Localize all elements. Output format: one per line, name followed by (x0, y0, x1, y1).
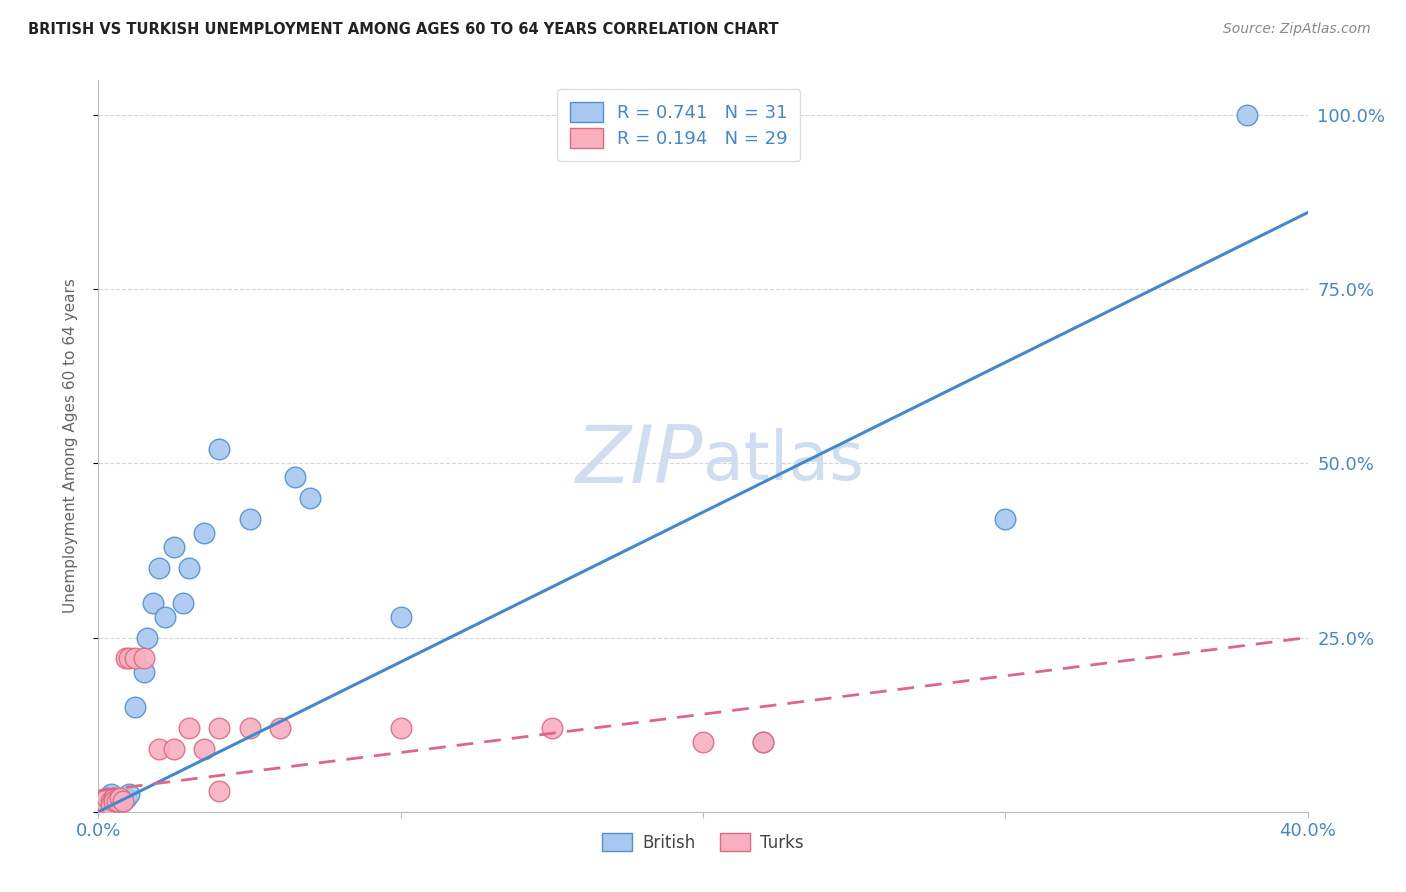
Point (105, 794, 128, 808)
Point (193, 526, 215, 541)
Point (163, 540, 186, 554)
Point (239, 512, 262, 526)
Legend: British, Turks: British, Turks (595, 826, 811, 858)
Point (389, 609, 412, 624)
Point (114, 790, 136, 805)
Point (96, 797, 118, 812)
Text: ZIP: ZIP (575, 422, 703, 500)
Point (118, 651, 141, 665)
Point (299, 491, 322, 506)
Point (284, 470, 307, 484)
Point (96, 790, 118, 805)
Point (96, 790, 118, 805)
Point (208, 442, 231, 457)
Point (108, 790, 131, 805)
Point (540, 721, 562, 735)
Point (93, 794, 115, 808)
Point (108, 790, 131, 805)
Point (153, 609, 176, 624)
Text: Source: ZipAtlas.com: Source: ZipAtlas.com (1223, 22, 1371, 37)
Point (93, 794, 115, 808)
Point (103, 790, 125, 805)
Point (103, 794, 125, 808)
Point (179, 561, 201, 575)
Point (132, 665, 155, 680)
Point (100, 797, 122, 812)
Point (208, 721, 231, 735)
Point (90, 797, 112, 812)
Point (132, 651, 155, 665)
Point (105, 794, 128, 808)
Text: atlas: atlas (703, 427, 863, 493)
Point (692, 735, 714, 749)
Point (124, 700, 146, 714)
Point (114, 651, 136, 665)
Point (269, 721, 291, 735)
Point (163, 742, 186, 756)
Point (100, 797, 122, 812)
Point (752, 735, 775, 749)
Point (239, 721, 262, 735)
Point (100, 787, 122, 801)
Point (389, 721, 412, 735)
Point (148, 561, 170, 575)
Point (93, 799, 115, 814)
Point (1236, 108, 1258, 122)
Point (103, 790, 125, 805)
Point (135, 631, 157, 645)
Point (111, 794, 134, 808)
Point (90, 801, 112, 815)
Point (208, 784, 231, 798)
Point (752, 735, 775, 749)
Point (118, 787, 141, 801)
Point (142, 596, 165, 610)
Text: BRITISH VS TURKISH UNEMPLOYMENT AMONG AGES 60 TO 64 YEARS CORRELATION CHART: BRITISH VS TURKISH UNEMPLOYMENT AMONG AG… (28, 22, 779, 37)
Point (103, 794, 125, 808)
Point (111, 794, 134, 808)
Point (90, 797, 112, 812)
Point (994, 512, 1017, 526)
Y-axis label: Unemployment Among Ages 60 to 64 years: Unemployment Among Ages 60 to 64 years (63, 278, 77, 614)
Point (124, 651, 146, 665)
Point (100, 794, 122, 808)
Point (148, 742, 170, 756)
Point (193, 742, 215, 756)
Point (172, 596, 194, 610)
Point (179, 721, 201, 735)
Point (96, 797, 118, 812)
